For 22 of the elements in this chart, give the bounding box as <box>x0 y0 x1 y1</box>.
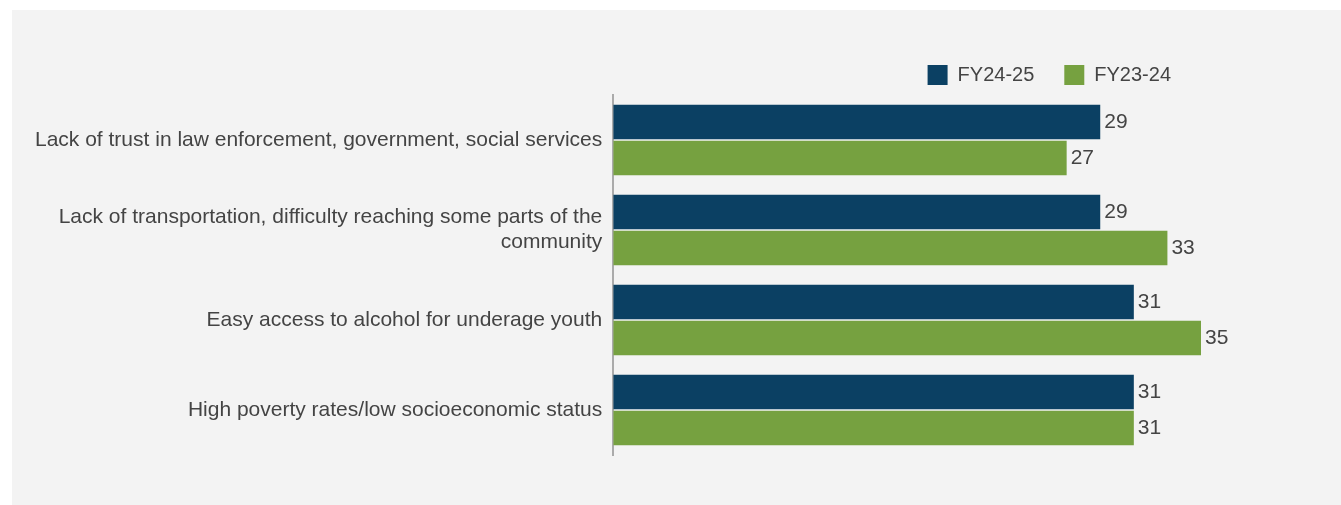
data-label: 31 <box>1137 378 1162 402</box>
data-label: 35 <box>1205 324 1229 348</box>
data-label: 29 <box>1104 198 1128 222</box>
data-label: 31 <box>1137 288 1162 312</box>
bar <box>613 230 1168 266</box>
y-tick-label: Lack of transportation, difficulty reaching some parts of the community <box>58 204 603 253</box>
data-label: 33 <box>1171 234 1195 258</box>
bar <box>613 374 1134 410</box>
data-label: 31 <box>1137 414 1162 438</box>
bar <box>613 104 1101 140</box>
bar <box>613 194 1101 230</box>
y-tick-label: High poverty rates/low socioeconomic status <box>187 396 603 420</box>
bar <box>613 320 1201 356</box>
legend-label: FY23-24 <box>1094 62 1172 85</box>
bar <box>613 140 1067 176</box>
data-label: 29 <box>1104 108 1128 132</box>
bar <box>613 410 1134 446</box>
y-tick-label: Easy access to alcohol for underage youth <box>206 306 603 330</box>
data-label: 27 <box>1070 144 1095 168</box>
legend-label: FY24-25 <box>957 62 1035 85</box>
y-tick-label: Lack of trust in law enforcement, government, social services <box>35 126 603 150</box>
bar <box>613 284 1134 320</box>
